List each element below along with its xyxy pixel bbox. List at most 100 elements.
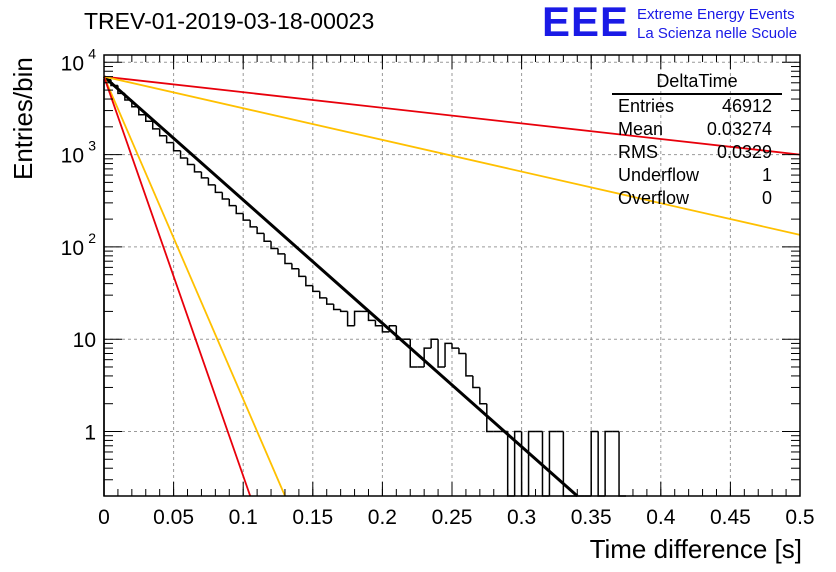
stats-label: Mean (618, 119, 664, 139)
stats-value: 0 (761, 188, 772, 208)
histogram-bin (145, 114, 153, 122)
histogram-bin (548, 430, 557, 496)
histogram-bin (263, 233, 272, 243)
axis-ticks (103, 55, 801, 497)
histogram-bin (221, 192, 230, 200)
histogram-bin (527, 430, 536, 496)
x-tick-label: 0.1 (229, 506, 258, 529)
histogram-bin (353, 310, 362, 326)
histogram-bin (465, 353, 473, 377)
histogram-bin (374, 320, 383, 327)
histogram-bin (172, 142, 181, 152)
y-axis-label: Entries/bin (8, 57, 38, 180)
histogram-bin (270, 241, 278, 250)
y-tick-label: 10 (61, 145, 84, 168)
stats-box: DeltaTime Entries 46912 Mean 0.03274 RMS… (612, 70, 782, 210)
x-tick-label: 0.5 (785, 506, 814, 529)
logo-line-1: Extreme Energy Events (637, 6, 795, 23)
histogram-bin (228, 199, 237, 207)
histogram-bin (444, 342, 452, 367)
histogram-bin (242, 213, 251, 221)
histogram-bin (339, 309, 348, 313)
histogram-bin (103, 78, 111, 496)
x-tick-label: 0.15 (292, 506, 333, 529)
x-axis-label: Time difference [s] (589, 534, 802, 564)
x-tick-label: 0.4 (646, 506, 676, 529)
histogram-bin (284, 253, 292, 265)
histogram-bin (312, 285, 320, 293)
fit-curves (103, 75, 801, 498)
y-tick-exponent: 2 (88, 230, 96, 246)
histogram-bin (319, 291, 327, 299)
histogram-bin (430, 338, 439, 349)
histogram-bin (256, 226, 265, 235)
grid (104, 55, 800, 496)
histogram-bin (590, 430, 599, 496)
eee-logo: EEE Extreme Energy Events La Scienza nel… (542, 0, 832, 46)
histogram-bin (479, 387, 487, 405)
stats-row: Entries 46912 (612, 95, 782, 118)
y-tick-exponent: 4 (88, 45, 96, 61)
histogram (103, 78, 626, 497)
histogram-bin (200, 171, 209, 179)
x-tick-label: 0.25 (432, 506, 473, 529)
histogram-bin (165, 135, 174, 144)
x-tick-label: 0.35 (571, 506, 612, 529)
histogram-bin (458, 348, 466, 355)
stats-value: 46912 (721, 96, 772, 116)
red-curve-fast (103, 76, 252, 497)
histogram-bin (291, 263, 299, 270)
histogram-bin (214, 184, 223, 194)
x-tick-labels: 0 0.05 0.1 0.15 0.2 0.25 0.3 0.35 0.4 0.45 0.5 (98, 506, 814, 529)
histogram-bin (249, 220, 258, 228)
stats-row: Mean 0.03274 (612, 118, 782, 141)
x-tick-label: 0.05 (153, 506, 194, 529)
stats-row: Underflow 1 (612, 164, 782, 187)
histogram-bin (618, 431, 626, 497)
fit-curve (103, 75, 579, 498)
histogram-bin (381, 325, 390, 333)
histogram-bin (151, 121, 160, 130)
orange-curve-fast (103, 76, 286, 497)
histogram-bin (346, 311, 355, 327)
stats-label: Entries (618, 96, 675, 116)
histogram-bin (179, 150, 188, 159)
stats-title: DeltaTime (612, 70, 782, 95)
chart-title: TREV-01-2019-03-18-00023 (84, 8, 375, 34)
histogram-bin (207, 177, 216, 186)
y-tick-label: 10 (73, 329, 96, 352)
y-tick-label: 10 (61, 237, 84, 260)
histogram-bin (541, 431, 550, 497)
stats-value: 1 (761, 165, 772, 185)
histogram-bin (235, 205, 244, 215)
histogram-bin (520, 431, 529, 497)
orange-curve-slow (103, 75, 801, 236)
red-curve-slow (103, 75, 801, 156)
x-tick-label: 0 (98, 506, 110, 529)
histogram-bin (277, 248, 285, 255)
stats-value: 0.0329 (716, 142, 772, 162)
logo-mark: EEE (542, 0, 630, 45)
histogram-bin (305, 276, 313, 287)
x-tick-label: 0.2 (368, 506, 397, 529)
y-tick-exponent: 3 (88, 138, 96, 154)
histogram-bin (298, 268, 306, 278)
histogram-bin (158, 128, 167, 137)
x-tick-label: 0.45 (710, 506, 751, 529)
histogram-bin (332, 304, 341, 311)
histogram-bin (472, 375, 480, 389)
histogram-bin (597, 431, 606, 497)
histogram-bin (367, 311, 376, 322)
y-tick-label: 1 (84, 421, 96, 444)
histogram-bin (437, 339, 446, 368)
histogram-bin (186, 157, 195, 166)
histogram-bin (325, 297, 334, 305)
stats-label: Overflow (618, 188, 690, 208)
logo-line-2: La Scienza nelle Scuole (637, 25, 798, 42)
stats-row: Overflow 0 (612, 187, 782, 210)
stats-label: RMS (618, 142, 658, 162)
histogram-bin (513, 430, 522, 496)
histogram-bin (486, 403, 494, 433)
